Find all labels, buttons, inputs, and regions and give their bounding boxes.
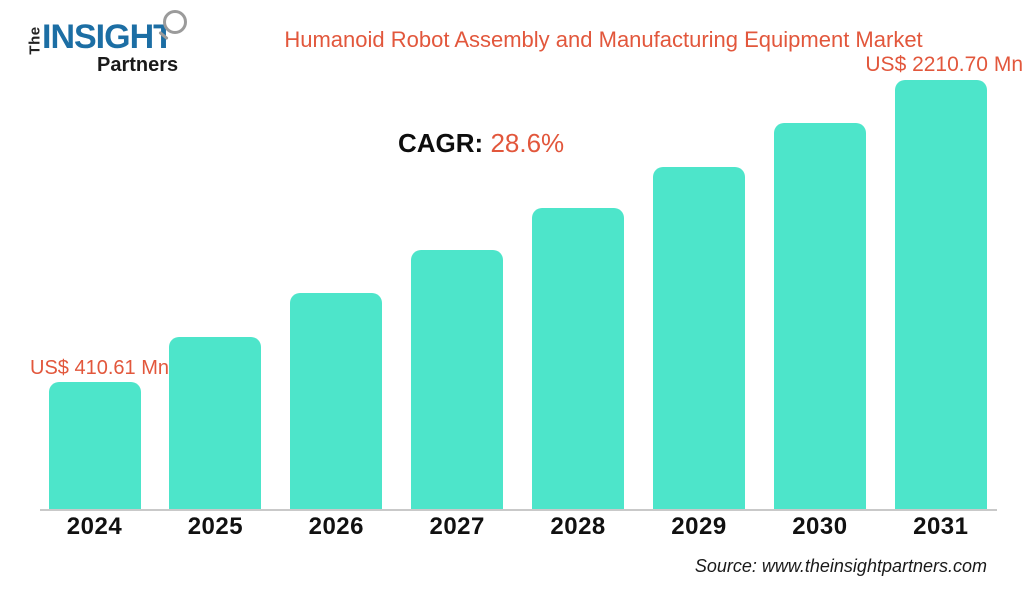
bar-2026: [290, 293, 383, 510]
x-axis-label-2028: 2028: [550, 513, 606, 540]
bar-2027: [411, 250, 504, 510]
x-axis-label-2027: 2027: [429, 513, 485, 540]
x-axis-line: [40, 509, 997, 511]
end-value-label-2031: US$ 2210.70 Mn: [865, 53, 1023, 76]
cagr-annotation: CAGR: 28.6%: [398, 128, 564, 159]
bar-2024: [48, 382, 141, 510]
x-axis-label-2031: 2031: [913, 513, 969, 540]
start-value-label-2024: US$ 410.61 Mn: [30, 357, 169, 379]
source-attribution: Source: www.theinsightpartners.com: [694, 556, 987, 576]
chart-title: Humanoid Robot Assembly and Manufacturin…: [284, 27, 923, 52]
logo-partners-text: Partners: [97, 54, 179, 76]
x-axis-label-2029: 2029: [671, 513, 727, 540]
bar-2028: [532, 208, 625, 510]
x-axis-label-2024: 2024: [66, 513, 123, 540]
magnifier-icon: [163, 10, 187, 34]
logo-insight-text: INSIGHT: [42, 18, 174, 56]
x-axis-label-2025: 2025: [187, 513, 244, 540]
bar-2025: [169, 337, 262, 510]
bar-2030: [773, 123, 866, 510]
x-axis-label-2030: 2030: [792, 513, 848, 540]
cagr-value: 28.6%: [490, 128, 565, 158]
x-axis-label-2026: 2026: [308, 513, 364, 540]
insight-partners-logo: The INSIGHT Partners: [25, 8, 200, 83]
bar-2029: [653, 167, 745, 510]
bar-2031: [894, 80, 987, 510]
cagr-label: CAGR:: [398, 128, 484, 158]
